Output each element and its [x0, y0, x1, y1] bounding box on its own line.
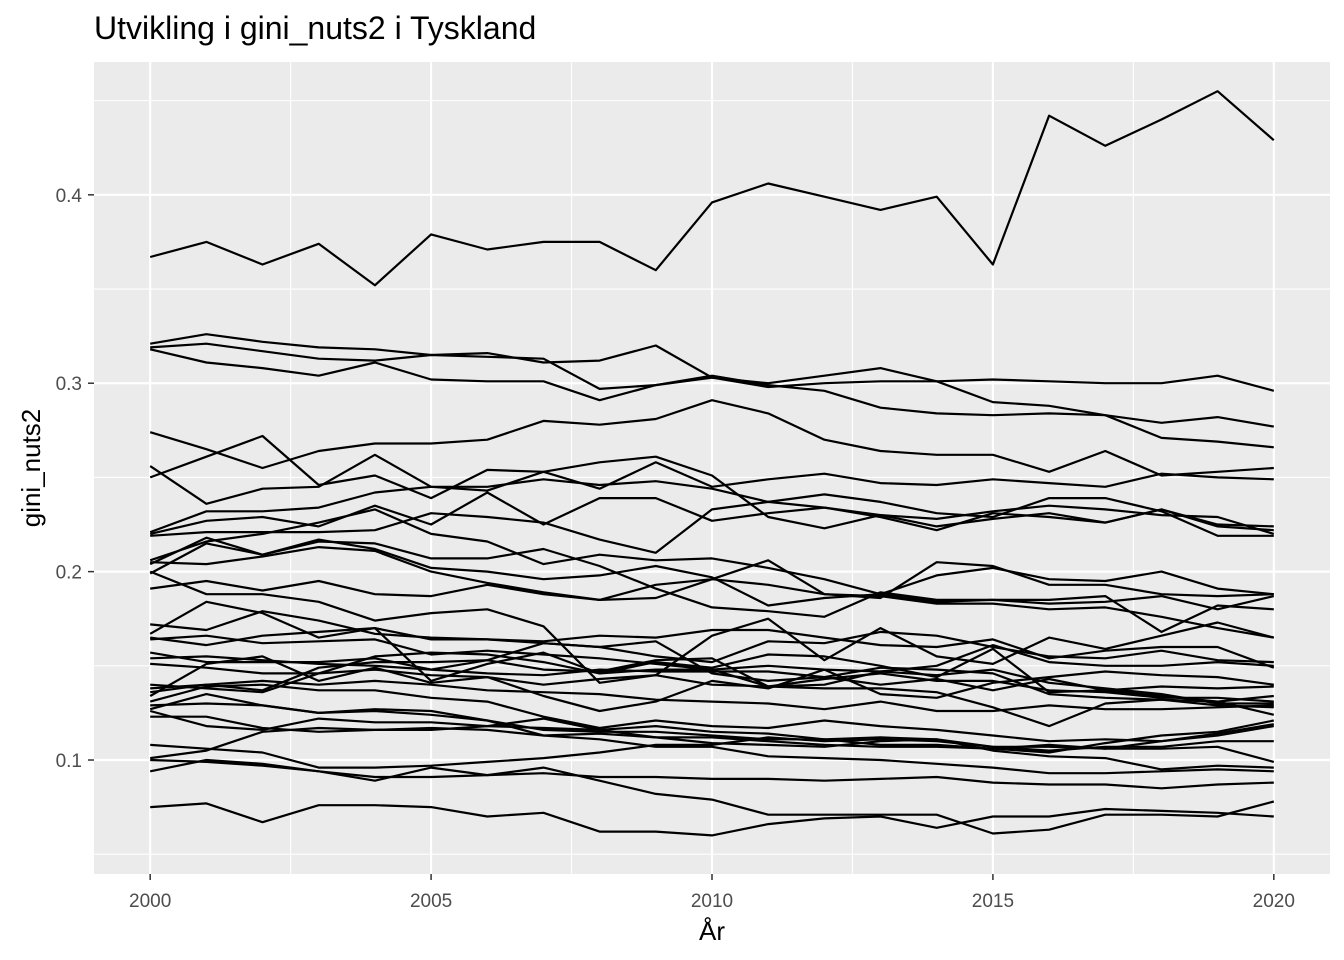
- series-line-11: [149, 508, 1274, 596]
- series-line-26: [150, 679, 1274, 713]
- y-tick-label: 0.2: [56, 563, 82, 584]
- series-line-36: [149, 758, 1275, 835]
- x-tick-label: 2000: [129, 891, 171, 912]
- series-line-25: [150, 644, 1274, 692]
- series-line-1: [149, 90, 1275, 287]
- x-axis: 2000 2005 2010 2015 2020: [129, 874, 1295, 912]
- series-line-8: [149, 478, 1274, 537]
- series-line-14: [149, 570, 1275, 684]
- y-axis-title: gini_nuts2: [16, 409, 46, 528]
- y-axis: 0.1 0.2 0.3 0.4: [56, 186, 94, 772]
- series-line-24: [150, 651, 1274, 705]
- series-line-31: [149, 709, 1274, 771]
- major-gridlines: [94, 62, 1330, 874]
- series-line-17: [150, 610, 1274, 664]
- series-line-10: [150, 500, 1274, 554]
- series-line-3: [150, 342, 1275, 392]
- series-line-34: [150, 726, 1274, 775]
- y-tick-label: 0.1: [56, 751, 82, 772]
- series-line-18: [149, 600, 1275, 669]
- series-line-7: [149, 434, 1274, 500]
- x-tick-label: 2015: [972, 891, 1014, 912]
- series-line-23: [150, 662, 1274, 728]
- series-line-27: [149, 655, 1274, 713]
- series-line-33: [150, 736, 1274, 769]
- series-line-30: [149, 693, 1275, 754]
- series-line-28: [149, 683, 1274, 743]
- series-line-21: [150, 651, 1274, 703]
- series-lines: [149, 90, 1275, 837]
- x-tick-label: 2020: [1253, 891, 1295, 912]
- y-tick-label: 0.3: [56, 374, 82, 395]
- series-line-4: [149, 348, 1274, 428]
- series-line-35: [150, 758, 1274, 790]
- series-line-9: [149, 491, 1274, 535]
- x-tick-label: 2005: [410, 891, 452, 912]
- series-line-16: [150, 578, 1274, 639]
- series-line-5: [149, 399, 1274, 477]
- chart-title: Utvikling i gini_nuts2 i Tyskland: [94, 10, 536, 46]
- series-line-37: [150, 802, 1274, 837]
- y-tick-label: 0.4: [56, 186, 83, 207]
- x-tick-label: 2010: [691, 891, 733, 912]
- series-line-15: [149, 538, 1275, 611]
- series-line-6: [149, 453, 1275, 535]
- x-axis-title: År: [699, 916, 725, 946]
